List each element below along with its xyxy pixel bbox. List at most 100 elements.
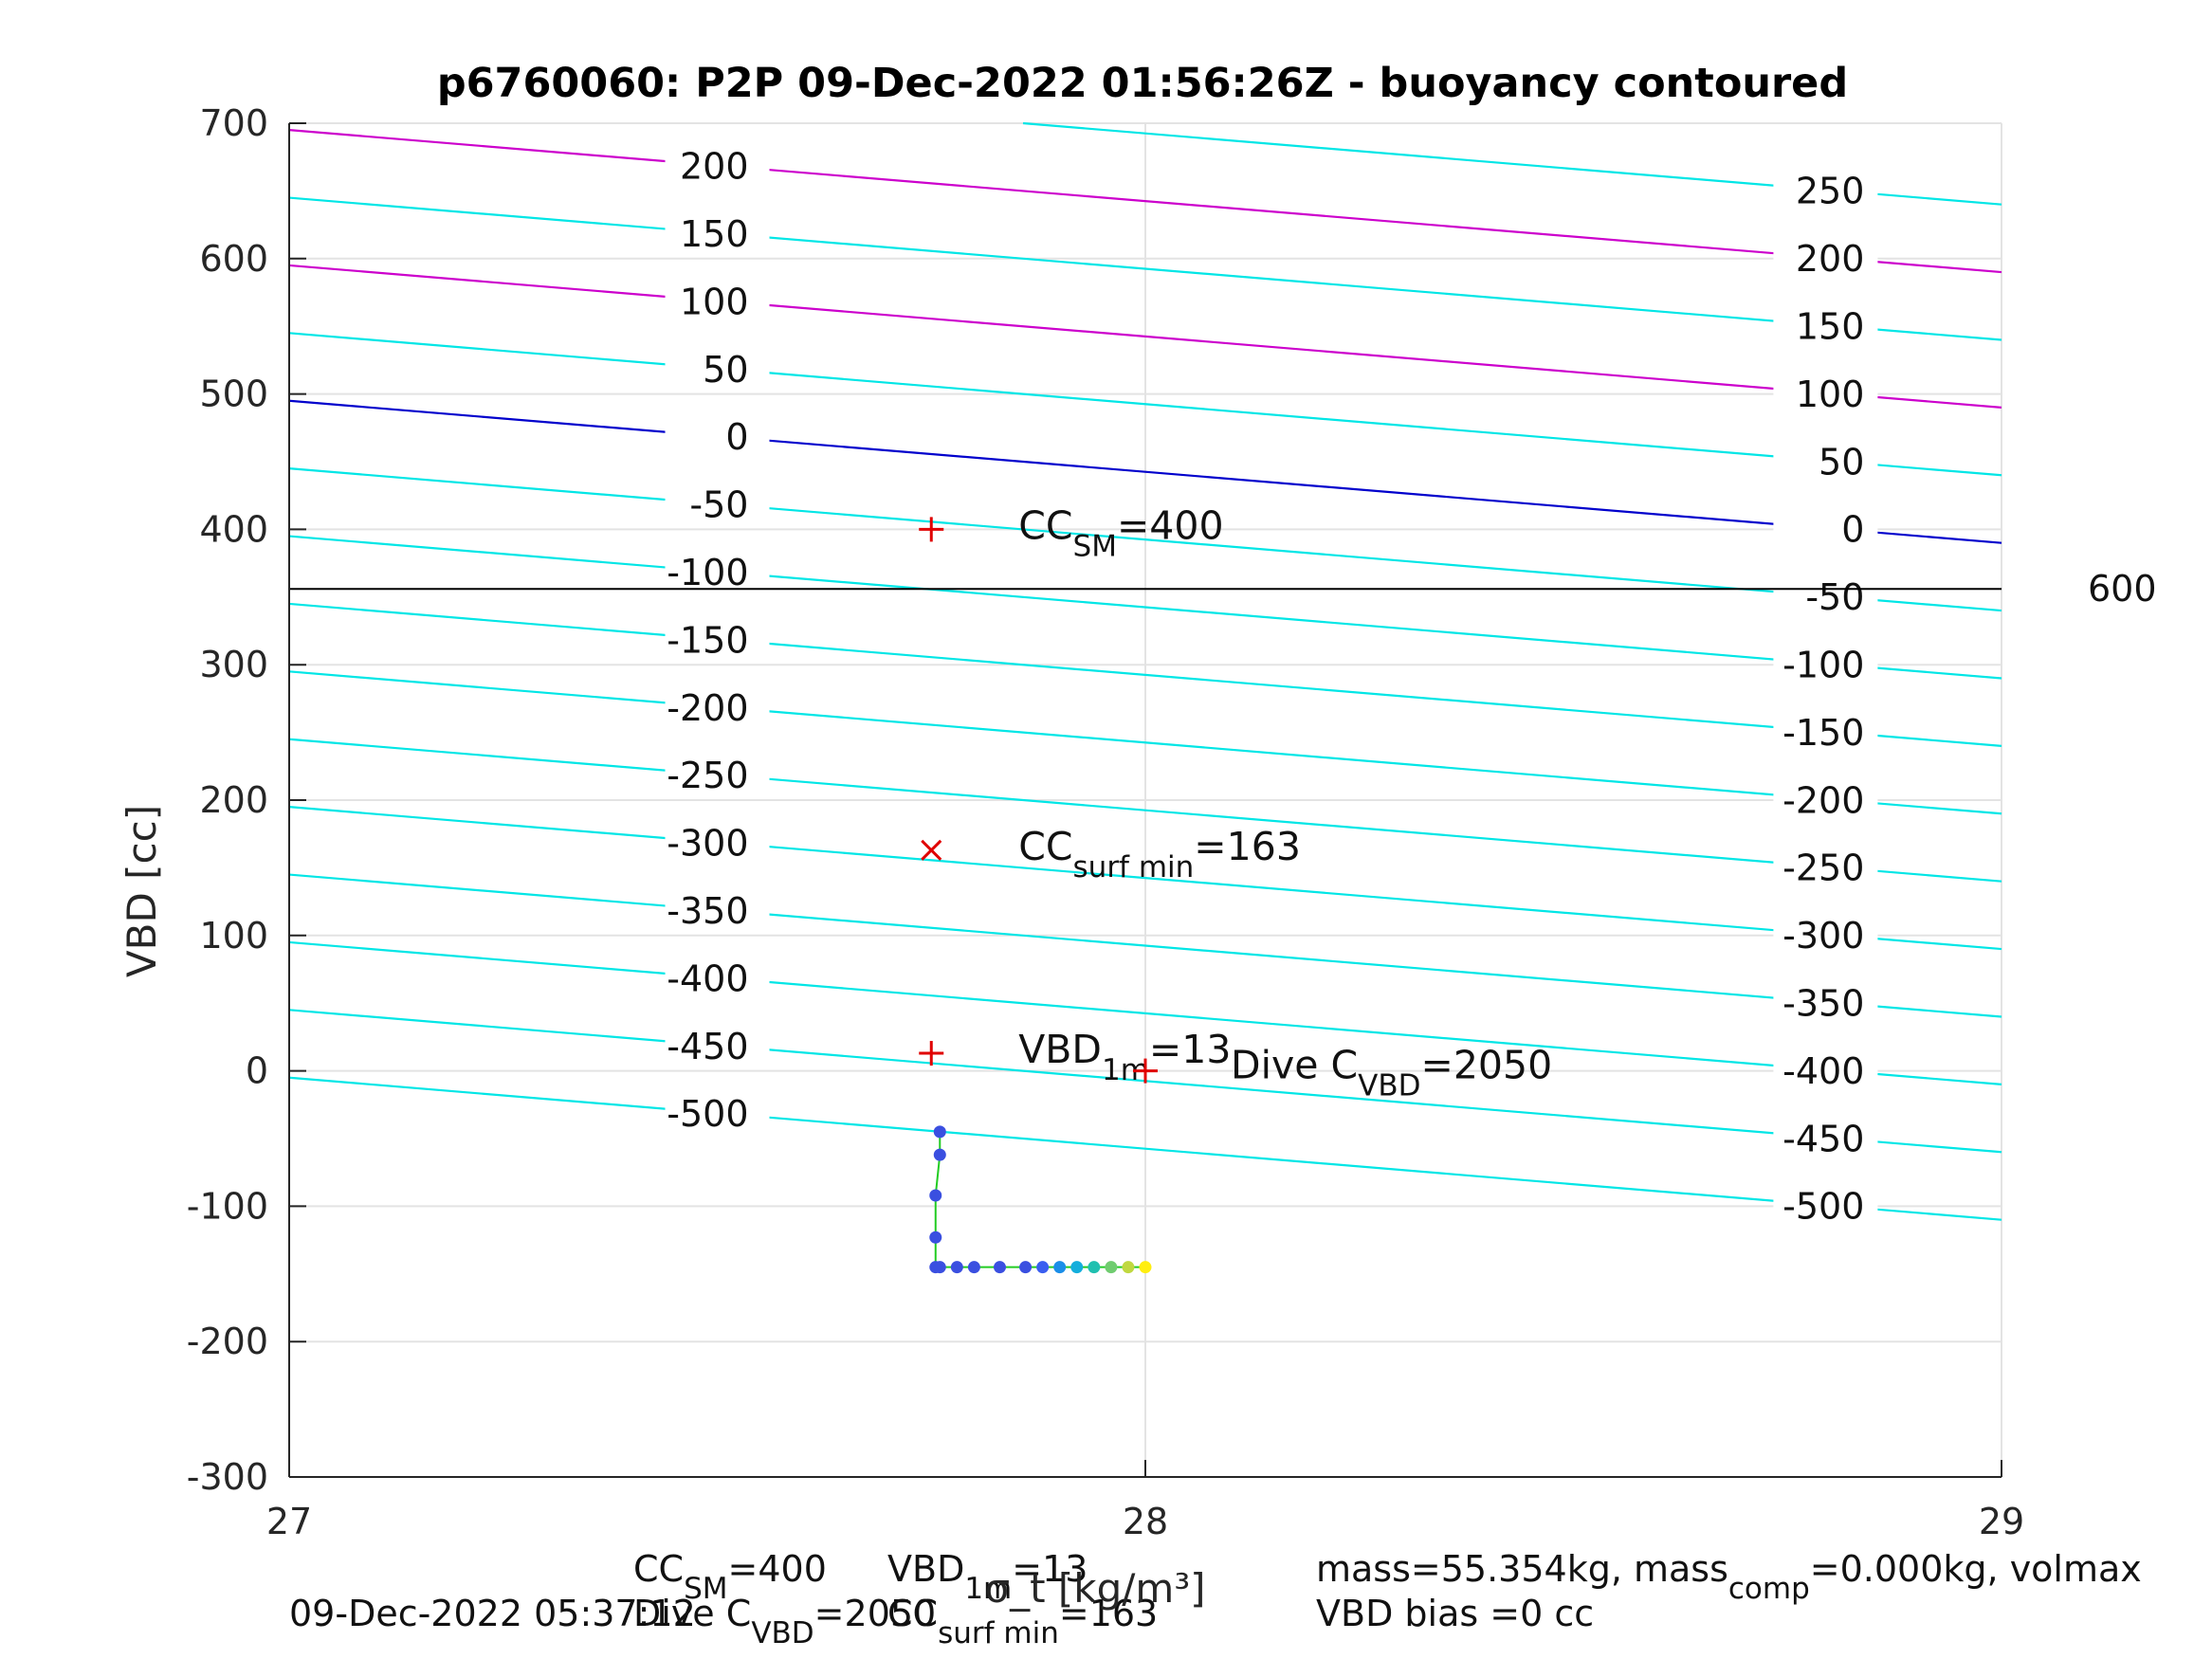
contour-label-right: -100 — [1782, 644, 1864, 685]
y-axis-label: VBD [cc] — [119, 805, 165, 977]
contour-label-left: -400 — [667, 957, 748, 999]
contour-label-bg — [1773, 438, 1878, 481]
contour-line — [288, 738, 2002, 883]
contour-lines — [288, 121, 2002, 1221]
x-tick-label: 28 — [1123, 1501, 1168, 1542]
contour-label-right: -350 — [1782, 982, 1864, 1024]
contour-labels: 200 150 100 50 0 -50 -100 -150 -200 -250 -300 -350 -… — [665, 142, 1878, 1228]
footer-cc-sm: CCSM=400 — [633, 1548, 827, 1606]
contour-label-right: 50 — [1819, 441, 1864, 483]
contour-label-right: 0 — [1841, 509, 1864, 551]
profile-point — [1070, 1261, 1084, 1274]
contour-label-left: -250 — [667, 755, 748, 796]
contour-line — [288, 1076, 2002, 1221]
profile-point — [967, 1261, 980, 1274]
contour-label-bg — [665, 481, 770, 523]
contour-label-bg — [1773, 979, 1878, 1022]
profile-point — [1019, 1261, 1033, 1274]
contour-label-right: -150 — [1782, 712, 1864, 754]
contour-label-bg — [1773, 641, 1878, 684]
contour-line — [288, 535, 2002, 680]
y-tick-label: -200 — [187, 1321, 268, 1362]
reference-line: 600 — [289, 568, 2157, 610]
contour-line — [288, 196, 2002, 341]
profile-point — [1088, 1261, 1101, 1274]
profile-trace — [929, 1125, 1152, 1274]
contour-label-left: -50 — [689, 484, 748, 526]
contour-label-bg — [665, 1090, 770, 1133]
y-tick-label: 300 — [199, 644, 268, 685]
y-tick-label: 700 — [199, 102, 268, 144]
contour-label-bg — [1773, 708, 1878, 751]
contour-label-bg — [665, 955, 770, 997]
contour-label-bg — [665, 345, 770, 388]
contour-label-left: -200 — [667, 687, 748, 729]
contour-label-bg — [665, 1022, 770, 1065]
contour-label-bg — [665, 819, 770, 862]
contour-label-right: 250 — [1796, 171, 1865, 212]
marker-label: CCSM=400 — [1018, 502, 1223, 563]
contour-label-bg — [665, 887, 770, 930]
profile-point — [950, 1261, 963, 1274]
reference-line-label: 600 — [2088, 568, 2157, 610]
contour-label-left: 50 — [703, 349, 748, 391]
contour-label-left: 100 — [680, 281, 749, 322]
contour-line — [288, 264, 2002, 409]
profile-point — [1036, 1261, 1050, 1274]
marker-cross-b — [921, 839, 942, 861]
profile-line — [934, 1131, 1145, 1268]
y-tick-label: 600 — [199, 238, 268, 280]
contour-label-bg — [1773, 776, 1878, 819]
contour-label-right: -400 — [1782, 1050, 1864, 1092]
footer-vbd-1m: VBD1m=13 — [887, 1548, 1088, 1606]
contour-label-bg — [1773, 505, 1878, 548]
y-tick-label: 400 — [199, 508, 268, 550]
contour-label-bg — [1773, 302, 1878, 345]
contour-label-bg — [1773, 1182, 1878, 1225]
y-tick-label: 200 — [199, 779, 268, 821]
contour-label-right: -250 — [1782, 848, 1864, 889]
contour-label-bg — [665, 752, 770, 794]
contour-label-right: -450 — [1782, 1118, 1864, 1159]
profile-point — [1122, 1261, 1135, 1274]
contour-label-bg — [665, 278, 770, 320]
profile-point — [1053, 1261, 1067, 1274]
contour-line — [288, 670, 2002, 815]
x-tick-label: 27 — [266, 1501, 312, 1542]
footer-timestamp: 09-Dec-2022 05:37:12 — [289, 1593, 696, 1634]
contour-label-right: -200 — [1782, 779, 1864, 821]
y-tick-label: -300 — [187, 1456, 268, 1498]
contour-label-left: 200 — [680, 146, 749, 188]
profile-point — [933, 1148, 946, 1161]
contour-line — [288, 467, 2002, 612]
x-axis-label: σ_t [kg/m³] — [984, 1565, 1205, 1612]
contour-label-bg — [665, 549, 770, 592]
contour-line — [288, 873, 2002, 1018]
contour-label-left: 0 — [725, 416, 748, 458]
contour-label-left: -350 — [667, 890, 748, 932]
contour-label-left: -150 — [667, 619, 748, 661]
contour-label-left: 150 — [680, 213, 749, 255]
profile-point — [933, 1125, 946, 1139]
contour-label-bg — [1773, 370, 1878, 412]
contour-label-left: -100 — [667, 552, 748, 593]
contour-label-bg — [665, 684, 770, 726]
y-tick-label: 500 — [199, 374, 268, 415]
contour-label-right: 150 — [1796, 305, 1865, 347]
profile-point — [929, 1231, 942, 1244]
contour-label-bg — [1773, 912, 1878, 955]
profile-point — [1105, 1261, 1118, 1274]
profile-point — [929, 1189, 942, 1202]
contour-label-right: -300 — [1782, 915, 1864, 957]
contour-label-bg — [1773, 844, 1878, 886]
y-tick-label: 0 — [246, 1050, 268, 1092]
contour-label-left: -450 — [667, 1026, 748, 1067]
grid-lines — [288, 122, 2002, 1478]
footer: CCSM=400 VBD1m=13 mass=55.354kg, masscomp=… — [289, 1548, 2142, 1650]
footer-vbd-bias: VBD bias =0 cc — [1316, 1593, 1594, 1634]
contour-label-bg — [1773, 1115, 1878, 1158]
contour-label-left: -500 — [667, 1093, 748, 1135]
marker-label: VBD1m=13 — [1018, 1027, 1231, 1087]
contour-label-bg — [665, 210, 770, 253]
